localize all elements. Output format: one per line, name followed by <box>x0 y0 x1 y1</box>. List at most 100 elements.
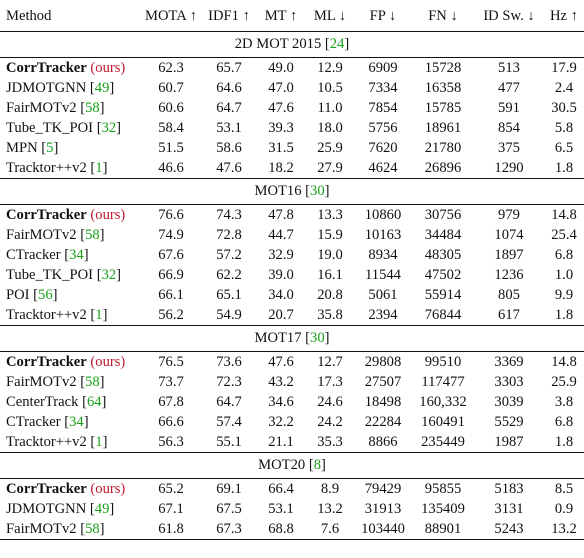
method-citation: 1 <box>95 307 103 323</box>
cell-fn: 15785 <box>424 100 462 116</box>
cell-hz: 25.4 <box>551 227 577 243</box>
method-citation: 1 <box>95 160 103 176</box>
cell-mt: 47.0 <box>268 80 294 96</box>
cell-fp: 5756 <box>368 120 398 136</box>
cell-idf1: 65.7 <box>216 60 242 76</box>
cell-mt: 47.6 <box>268 354 294 370</box>
cell-ml: 24.6 <box>317 394 343 410</box>
cell-idf1: 65.1 <box>216 287 242 303</box>
cell-hz: 6.8 <box>554 414 574 430</box>
cell-mt: 44.7 <box>268 227 294 243</box>
cell-mt: 47.8 <box>268 207 294 223</box>
cell-mota: 58.4 <box>158 120 184 136</box>
method-name: CorrTracker <box>6 207 87 223</box>
section-header-row: MOT17 [30] <box>0 325 584 352</box>
cell-mota: 66.6 <box>158 414 184 430</box>
section-header-row: MOT20 [8] <box>0 452 584 479</box>
header-row: Method MOTA ↑ IDF1 ↑ MT ↑ ML ↓ FP ↓ FN ↓… <box>0 4 584 32</box>
method-name: Tube_TK_POI <box>6 120 94 136</box>
cell-fn: 55914 <box>424 287 462 303</box>
cell-hz: 6.8 <box>554 247 574 263</box>
cell-mota: 66.1 <box>158 287 184 303</box>
cell-ml: 13.2 <box>317 501 343 517</box>
cell-fn: 99510 <box>424 354 462 370</box>
method-cell: Tracktor++v2 [1] <box>6 160 108 176</box>
table-row: Tube_TK_POI [32] 58.4 53.1 39.3 18.0 5756 1896… <box>0 118 584 138</box>
cell-id-sw: 979 <box>498 207 520 223</box>
cell-mota: 65.2 <box>158 481 184 497</box>
column-header-hz: Hz ↑ <box>544 4 584 32</box>
method-cell: CTracker [34] <box>6 247 89 263</box>
cell-mt: 32.2 <box>268 414 294 430</box>
method-citation: 32 <box>101 267 117 283</box>
method-name: CorrTracker <box>6 481 87 497</box>
cell-idf1: 54.9 <box>216 307 242 323</box>
cell-id-sw: 375 <box>498 140 520 156</box>
method-name: FairMOTv2 <box>6 100 77 116</box>
cell-hz: 14.8 <box>551 354 577 370</box>
method-name: CTracker <box>6 247 61 263</box>
cell-mt: 53.1 <box>268 501 294 517</box>
cell-mota: 61.8 <box>140 519 202 540</box>
section-citation: 24 <box>329 36 345 52</box>
cell-fp: 7620 <box>368 140 398 156</box>
method-name: FairMOTv2 <box>6 374 77 390</box>
cell-ml: 17.3 <box>317 374 343 390</box>
column-header-fn: FN ↓ <box>412 4 474 32</box>
cell-fp: 27507 <box>364 374 402 390</box>
table-row: JDMOTGNN [49] 67.1 67.5 53.1 13.2 31913 135409… <box>0 499 584 519</box>
table-row: FairMOTv2 [58] 73.7 72.3 43.2 17.3 27507 11747… <box>0 372 584 392</box>
cell-fn: 48305 <box>424 247 462 263</box>
cell-mota: 67.8 <box>158 394 184 410</box>
cell-hz: 14.8 <box>551 207 577 223</box>
method-cell: Tracktor++v2 [1] <box>6 434 108 450</box>
method-name: Tracktor++v2 <box>6 307 87 323</box>
section-citation: 30 <box>310 330 325 346</box>
cell-fp: 2394 <box>368 307 398 323</box>
cell-id-sw: 5183 <box>494 481 524 497</box>
method-citation: 58 <box>85 227 100 243</box>
cell-fp: 31913 <box>364 501 402 517</box>
cell-mt: 39.0 <box>268 267 294 283</box>
method-cell: Tube_TK_POI [32] <box>6 120 122 136</box>
cell-hz: 8.5 <box>554 481 574 497</box>
method-name: Tube_TK_POI <box>6 267 94 283</box>
cell-mt: 34.0 <box>268 287 294 303</box>
table-row: POI [56] 66.1 65.1 34.0 20.8 5061 55914 805 9.9 <box>0 285 584 305</box>
section-title: MOT17 <box>254 330 302 346</box>
cell-mota: 46.6 <box>158 160 184 176</box>
cell-idf1: 55.1 <box>216 434 242 450</box>
table-row: FairMOTv2 [58] 74.9 72.8 44.7 15.9 10163 34484… <box>0 225 584 245</box>
method-name: Tracktor++v2 <box>6 434 87 450</box>
section-citation: 8 <box>313 457 321 473</box>
column-header-method: Method <box>0 4 140 32</box>
cell-idf1: 57.4 <box>216 414 242 430</box>
cell-hz: 2.4 <box>554 80 574 96</box>
table-row: Tracktor++v2 [1] 56.2 54.9 20.7 35.8 2394 7684… <box>0 305 584 326</box>
ours-label: (ours) <box>90 354 126 370</box>
cell-idf1: 62.2 <box>216 267 242 283</box>
table-row: CenterTrack [64] 67.8 64.7 34.6 24.6 18498 160… <box>0 392 584 412</box>
cell-fn: 47502 <box>424 267 462 283</box>
cell-mt: 20.7 <box>268 307 294 323</box>
cell-ml: 12.7 <box>317 354 343 370</box>
cell-hz: 3.8 <box>554 394 574 410</box>
cell-ml: 10.5 <box>317 80 343 96</box>
cell-mota: 62.3 <box>158 60 184 76</box>
column-header-idf1: IDF1 ↑ <box>202 4 256 32</box>
method-cell: CTracker [34] <box>6 414 89 430</box>
cell-mota: 51.5 <box>158 140 184 156</box>
cell-idf1: 64.7 <box>216 394 242 410</box>
cell-mota: 56.3 <box>158 434 184 450</box>
section-title-cell: MOT20 [8] <box>0 452 584 479</box>
cell-mt: 18.2 <box>268 160 294 176</box>
method-cell: MPN [5] <box>6 140 59 156</box>
cell-mota: 60.6 <box>158 100 184 116</box>
section-header-row: 2D MOT 2015 [24] <box>0 31 584 58</box>
column-header-id-switches: ID Sw. ↓ <box>474 4 544 32</box>
cell-ml: 25.9 <box>317 140 343 156</box>
cell-fn: 15728 <box>424 60 462 76</box>
method-cell: Tube_TK_POI [32] <box>6 267 122 283</box>
method-name: FairMOTv2 <box>6 521 77 537</box>
cell-fp: 22284 <box>364 414 402 430</box>
